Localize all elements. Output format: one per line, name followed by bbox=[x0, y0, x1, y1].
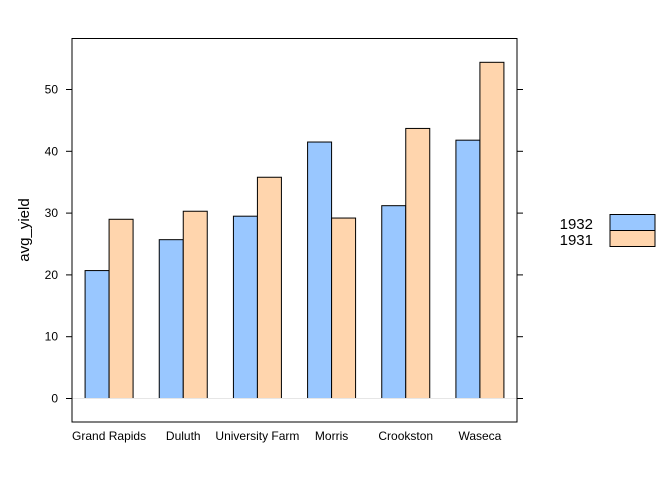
y-tick-label: 30 bbox=[45, 206, 59, 220]
bar-1931-crookston bbox=[405, 127, 431, 400]
bar-1931-grand-rapids bbox=[108, 218, 134, 399]
x-tick-label: Duluth bbox=[166, 429, 201, 443]
bar-1932-crookston bbox=[381, 205, 407, 399]
bar-1932-grand-rapids bbox=[84, 270, 110, 400]
bar-1932-university-farm bbox=[232, 215, 258, 399]
legend-swatch-1931 bbox=[609, 230, 656, 247]
bar-1931-duluth bbox=[182, 210, 208, 399]
y-tick-label: 0 bbox=[51, 392, 58, 406]
x-tick-label: Crookston bbox=[378, 429, 433, 443]
legend-label-1931: 1931 bbox=[560, 232, 593, 249]
bars-group bbox=[84, 61, 505, 400]
y-axis-ticks: 0 10 20 30 40 50 bbox=[45, 83, 523, 406]
bar-1931-waseca bbox=[479, 61, 505, 399]
x-axis-labels: Grand Rapids Duluth University Farm Morris C… bbox=[72, 429, 502, 443]
y-axis-label: avg_yield bbox=[16, 198, 33, 261]
legend-label-1932: 1932 bbox=[560, 216, 593, 233]
y-tick-label: 20 bbox=[45, 268, 59, 282]
bar-1931-university-farm bbox=[256, 176, 282, 399]
bar-1932-waseca bbox=[455, 139, 481, 399]
bar-1932-duluth bbox=[158, 239, 184, 399]
y-tick-label: 50 bbox=[45, 83, 59, 97]
x-tick-label: University Farm bbox=[215, 429, 299, 443]
bar-1932-morris bbox=[307, 141, 333, 399]
x-tick-label: Waseca bbox=[458, 429, 501, 443]
y-tick-label: 40 bbox=[45, 144, 59, 158]
legend-swatch-1932 bbox=[609, 214, 656, 231]
x-tick-label: Grand Rapids bbox=[72, 429, 146, 443]
bar-1931-morris bbox=[331, 217, 357, 399]
y-tick-label: 10 bbox=[45, 330, 59, 344]
x-tick-label: Morris bbox=[315, 429, 348, 443]
plot-frame bbox=[71, 38, 518, 423]
